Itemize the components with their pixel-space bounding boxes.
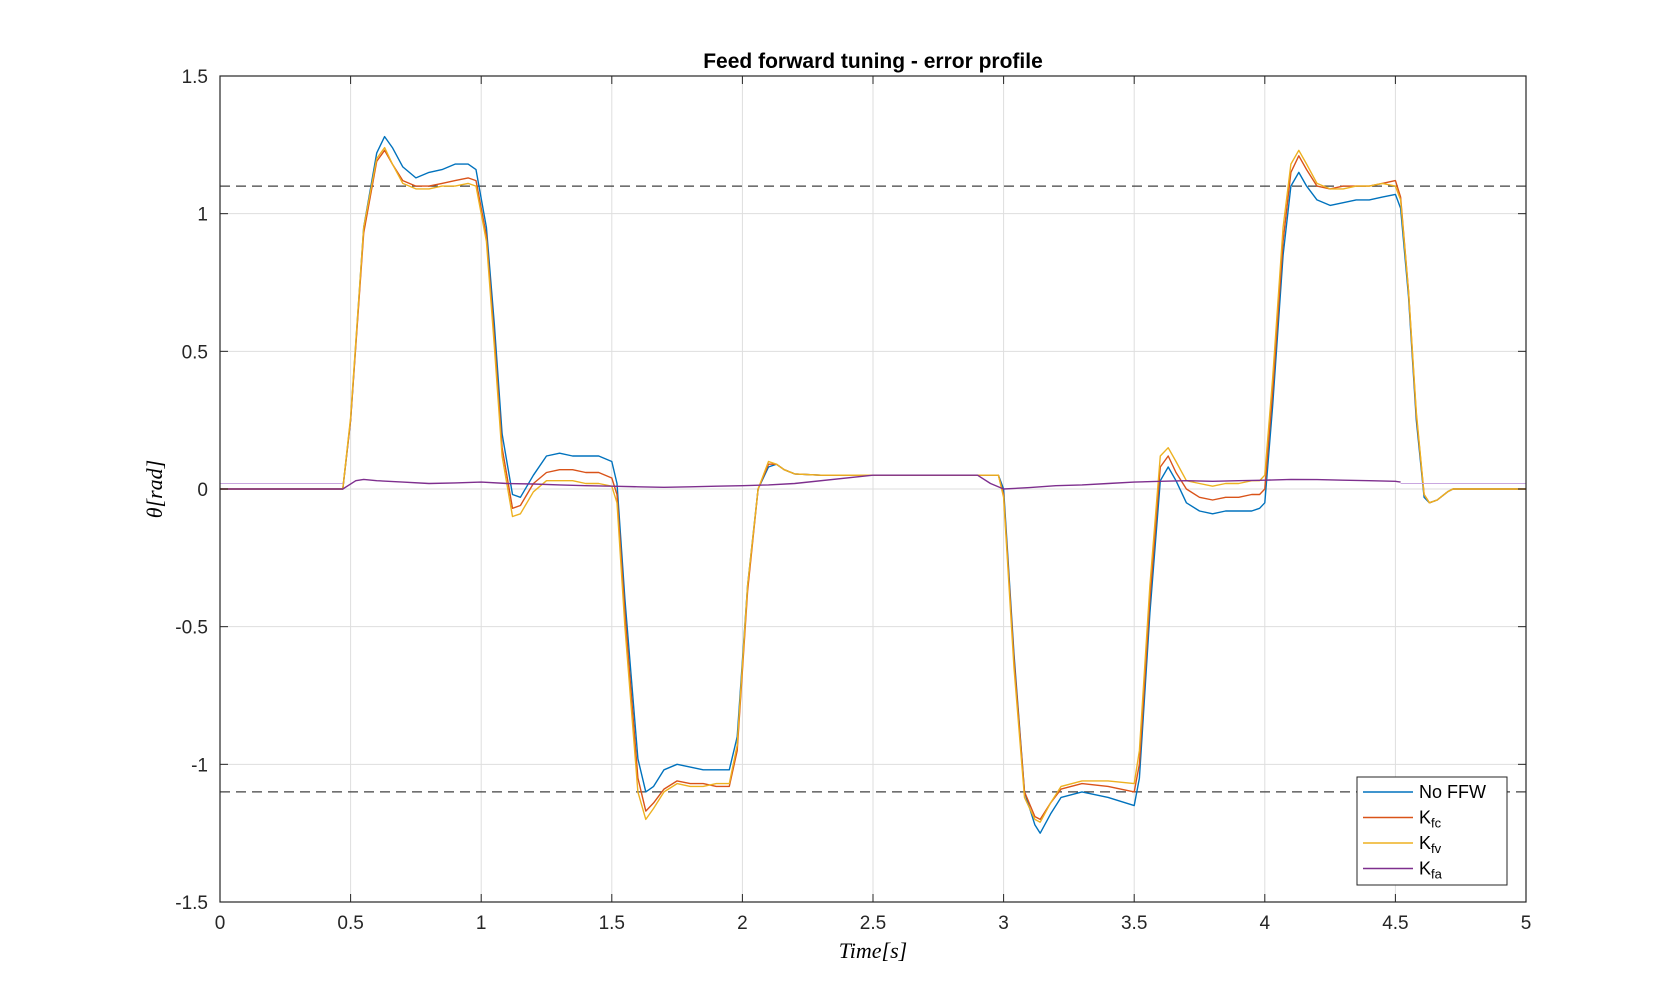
y-tick-label: -0.5 [175, 618, 208, 639]
y-tick-label: -1.5 [175, 893, 208, 914]
x-axis-ticks: 0 0.5 1 1.5 2 2.5 3 3.5 4 4.5 5 [215, 76, 1532, 934]
legend-label-base: K [1419, 808, 1431, 828]
legend-label: Kfc [1419, 808, 1442, 831]
y-tick-label: -1 [191, 755, 208, 776]
x-tick-label: 4.5 [1382, 913, 1408, 934]
x-tick-label: 3.5 [1121, 913, 1147, 934]
series-line-4 [220, 474, 1401, 490]
legend-label-subscript: fv [1431, 841, 1442, 856]
x-tick-label: 1 [476, 913, 487, 934]
x-tick-label: 5 [1521, 913, 1532, 934]
x-tick-label: 2.5 [860, 913, 886, 934]
legend-label: Kfa [1419, 859, 1443, 882]
legend-box [1356, 776, 1508, 886]
x-tick-label: 1.5 [599, 913, 625, 934]
y-tick-label: 0 [197, 480, 208, 501]
legend-label-base: No FFW [1419, 782, 1486, 802]
y-tick-label: 1 [197, 205, 208, 226]
x-tick-label: 0 [215, 913, 226, 934]
x-tick-label: 4 [1260, 913, 1271, 934]
x-tick-label: 2 [737, 913, 748, 934]
legend-label-subscript: fa [1431, 867, 1443, 882]
x-tick-label: 3 [998, 913, 1009, 934]
legend-label: No FFW [1419, 782, 1486, 802]
y-axis-label: θ[rad] [142, 460, 167, 519]
chart-title: Feed forward tuning - error profile [703, 50, 1043, 73]
legend-label-base: K [1419, 859, 1431, 879]
legend-label-subscript: fc [1431, 816, 1442, 831]
y-tick-label: 1.5 [182, 67, 208, 88]
x-axis-label: Time[s] [839, 938, 907, 963]
y-tick-label: 0.5 [182, 342, 208, 363]
x-tick-label: 0.5 [337, 913, 363, 934]
series-group [220, 135, 1526, 834]
legend-label: Kfv [1419, 833, 1442, 856]
y-axis-ticks: 1.5 1 0.5 0 -0.5 -1 -1.5 [175, 67, 1526, 914]
legend-label-base: K [1419, 833, 1431, 853]
reference-lines [220, 185, 1526, 793]
